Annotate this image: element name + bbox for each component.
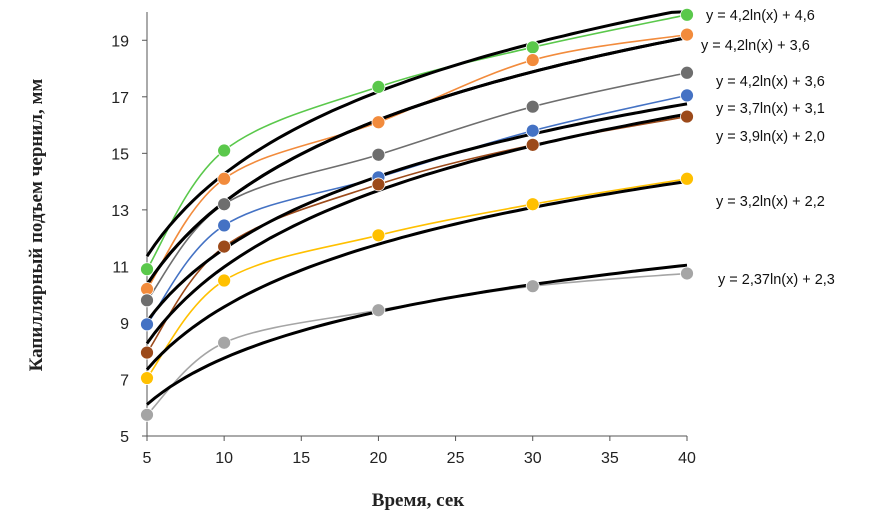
y-tick-label: 11: [112, 259, 129, 276]
data-curves: [146, 14, 688, 416]
x-tick-label: 15: [292, 450, 310, 467]
trend-equation-label: y = 4,2ln(x) + 4,6: [706, 8, 815, 24]
data-point: [525, 279, 540, 294]
y-tick-label: 9: [120, 316, 129, 333]
x-tick-label: 35: [601, 450, 619, 467]
data-point: [680, 65, 694, 80]
data-point: [371, 115, 386, 130]
x-axis-label: Время, сек: [372, 490, 464, 511]
data-point: [217, 239, 232, 254]
data-point: [525, 53, 540, 67]
trend-line: [145, 10, 687, 258]
data-point: [371, 228, 386, 243]
trend-equation-label: y = 3,2ln(x) + 2,2: [716, 194, 825, 210]
data-point: [525, 40, 540, 55]
data-point: [140, 262, 154, 277]
data-point: [371, 303, 386, 318]
trend-equation-label: y = 4,2ln(x) + 3,6: [716, 74, 825, 90]
x-tick-label: 20: [370, 450, 388, 467]
data-point: [680, 88, 694, 103]
x-tick-label: 40: [678, 450, 696, 467]
data-point: [140, 371, 154, 385]
data-point: [525, 123, 540, 138]
data-point: [217, 197, 232, 212]
trend-line: [145, 180, 688, 371]
y-tick-label: 19: [111, 33, 129, 50]
trend-line: [145, 112, 688, 345]
trend-equation-label: y = 4,2ln(x) + 3,6: [701, 38, 810, 54]
x-tick-label: 5: [143, 450, 152, 467]
data-point: [525, 197, 540, 212]
data-point: [217, 273, 232, 288]
trend-equation-label: y = 2,37ln(x) + 2,3: [718, 272, 835, 288]
data-point: [680, 171, 694, 186]
data-point: [525, 137, 540, 152]
trend-equation-label: y = 3,9ln(x) + 2,0: [716, 129, 825, 145]
y-tick-label: 7: [120, 372, 129, 389]
y-tick-label: 13: [111, 203, 129, 220]
trend-equation-label: y = 3,7ln(x) + 3,1: [716, 101, 825, 117]
chart-axes: 5 10 15 20 25 30 35 40 5 7 9 11 13 15 17 19: [111, 12, 696, 467]
data-point: [680, 7, 694, 22]
data-point: [525, 99, 540, 114]
data-point: [680, 109, 694, 124]
trend-equations: y = 4,2ln(x) + 4,6 y = 4,2ln(x) + 3,6 y = …: [701, 8, 835, 288]
data-point: [140, 345, 154, 360]
y-axis-label: Капиллярный подъем чернил, мм: [26, 79, 47, 372]
data-point: [217, 218, 232, 233]
trend-line: [145, 102, 688, 323]
x-tick-label: 25: [447, 450, 465, 467]
data-point: [140, 317, 154, 332]
x-tick-label: 10: [215, 450, 233, 467]
x-tick-label: 30: [524, 450, 542, 467]
trend-line: [146, 263, 688, 406]
data-point: [217, 171, 232, 186]
trend-line: [145, 36, 688, 286]
data-point: [140, 293, 154, 308]
data-point: [680, 27, 694, 42]
data-point: [371, 80, 386, 94]
data-point: [371, 147, 386, 162]
data-point: [140, 407, 154, 422]
y-tick-label: 17: [111, 90, 129, 107]
data-point: [371, 177, 386, 192]
data-point: [217, 335, 232, 350]
y-tick-label: 15: [111, 146, 129, 163]
trend-lines: [145, 10, 688, 406]
data-points: [140, 7, 694, 422]
y-tick-label: 5: [120, 429, 129, 446]
data-point: [680, 266, 694, 281]
data-point: [217, 143, 232, 158]
